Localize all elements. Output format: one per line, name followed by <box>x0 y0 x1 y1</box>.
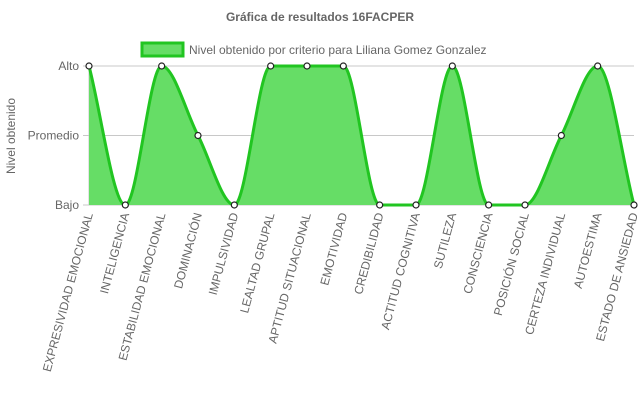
series-line <box>87 64 636 207</box>
x-tick-label: CONSCIENCIA <box>460 211 495 295</box>
data-point[interactable] <box>85 62 93 70</box>
data-point[interactable] <box>376 201 384 209</box>
plot-area <box>87 64 636 207</box>
x-tick-label: SUTILEZA <box>431 211 459 270</box>
data-point[interactable] <box>448 62 456 70</box>
legend-swatch <box>140 41 185 58</box>
x-tick-label: AUTOESTIMA <box>571 211 605 290</box>
data-point[interactable] <box>557 131 565 140</box>
y-tick-label: Alto <box>58 59 79 73</box>
data-point[interactable] <box>485 201 493 209</box>
data-point[interactable] <box>230 201 238 209</box>
x-tick-label: ACTITUD COGNITIVA <box>378 211 423 331</box>
x-tick-label: CERTEZA INDIVIDUAL <box>522 211 568 336</box>
x-tick-label: DOMINACIÓN <box>170 211 205 290</box>
y-tick-label: Promedio <box>28 129 80 143</box>
y-axis-title: Nivel obtenido <box>4 98 18 174</box>
x-tick-label: EMOTIVIDAD <box>317 211 350 287</box>
x-tick-label: EXPRESIVIDAD EMOCIONAL <box>40 211 96 373</box>
data-point[interactable] <box>303 62 311 70</box>
data-point[interactable] <box>412 201 420 209</box>
data-point[interactable] <box>158 62 166 70</box>
x-tick-labels: EXPRESIVIDAD EMOCIONAL INTELIGENCIAESTABI… <box>40 211 639 374</box>
data-point[interactable] <box>194 131 202 140</box>
data-point[interactable] <box>630 201 638 209</box>
data-points <box>85 62 638 209</box>
y-tick-label: Bajo <box>55 198 79 212</box>
x-tick-label: POSICIÓN SOCIAL <box>490 211 532 318</box>
data-point[interactable] <box>594 62 602 70</box>
data-point[interactable] <box>339 62 347 70</box>
data-point[interactable] <box>267 62 275 70</box>
chart-title: Gráfica de resultados 16FACPER <box>226 10 414 24</box>
x-tick-label: IMPULSIVIDAD <box>206 211 242 297</box>
x-tick-label: CREDIBILIDAD <box>351 211 386 296</box>
data-point[interactable] <box>121 201 129 209</box>
data-point[interactable] <box>521 201 529 209</box>
legend[interactable]: Nivel obtenido por criterio para Liliana… <box>140 41 487 58</box>
x-tick-label: INTELIGENCIA <box>97 211 132 295</box>
x-tick-label: LEALTAD GRUPAL <box>237 211 277 315</box>
y-tick-labels: Bajo Promedio Alto <box>28 59 80 212</box>
legend-label: Nivel obtenido por criterio para Liliana… <box>189 43 487 57</box>
